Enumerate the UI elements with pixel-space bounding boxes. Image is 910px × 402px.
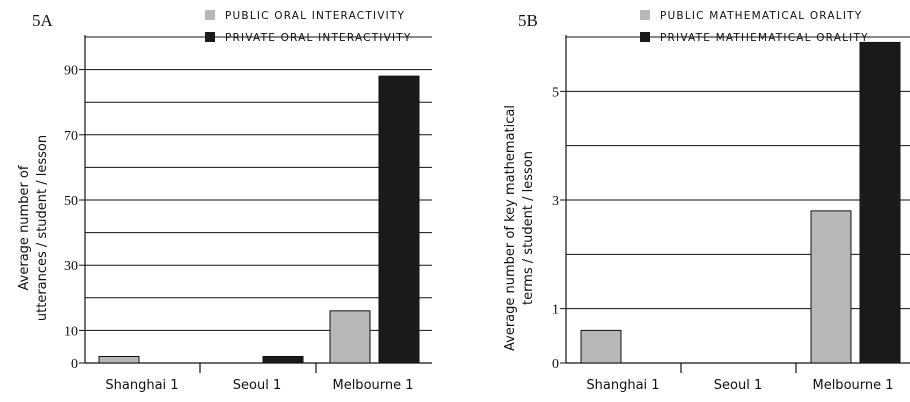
bar-private	[378, 75, 420, 364]
bar-public	[580, 329, 622, 364]
y-tick-label: 5	[552, 85, 559, 100]
y-tick-label: 3	[552, 194, 559, 209]
legend-label: PUBLIC MATHEMATICAL ORALITY	[660, 10, 862, 22]
y-axis-label: terms / student / lesson	[521, 151, 536, 305]
x-category-label: Shanghai 1	[586, 378, 659, 393]
y-tick-label: 10	[64, 324, 78, 339]
chart-panel-0: 0 10 30 50 70 90 Shanghai 1 Seoul 1 Melbourne 1 5…	[17, 10, 432, 393]
legend-swatch	[205, 32, 215, 42]
legend-label: PRIVATE ORAL INTERACTIVITY	[225, 32, 412, 44]
y-tick-label: 70	[64, 129, 78, 144]
bar-private	[262, 355, 304, 364]
panel-label: 5B	[518, 11, 538, 30]
y-tick-label: 0	[552, 357, 559, 372]
bar-public	[329, 310, 371, 364]
x-category-label: Shanghai 1	[105, 378, 178, 393]
x-category-label: Seoul 1	[714, 378, 762, 393]
bar-public	[98, 355, 140, 364]
y-tick-label: 1	[552, 303, 559, 318]
legend-swatch	[640, 32, 650, 42]
legend-swatch	[205, 10, 215, 20]
y-tick-label: 0	[71, 357, 78, 372]
legend-swatch	[640, 10, 650, 20]
bar-public	[810, 210, 852, 364]
y-tick-label: 90	[64, 64, 78, 79]
legend-label: PUBLIC ORAL INTERACTIVITY	[225, 10, 405, 22]
y-tick-label: 30	[64, 259, 78, 274]
chart-panel-1: 0 1 3 5 Shanghai 1 Seoul 1 Melbourne 1 5B PUBLIC…	[503, 10, 910, 393]
x-category-label: Melbourne 1	[812, 378, 893, 393]
y-axis-label: Average number of	[17, 165, 32, 290]
y-tick-label: 50	[64, 194, 78, 209]
y-axis-label: utterances / student / lesson	[35, 135, 50, 321]
x-category-label: Seoul 1	[233, 378, 281, 393]
bar-private	[859, 41, 901, 364]
x-category-label: Melbourne 1	[332, 378, 413, 393]
y-axis-label: Average number of key mathematical	[503, 105, 518, 351]
panel-label: 5A	[32, 11, 54, 30]
legend-label: PRIVATE MATHEMATICAL ORALITY	[660, 32, 869, 44]
